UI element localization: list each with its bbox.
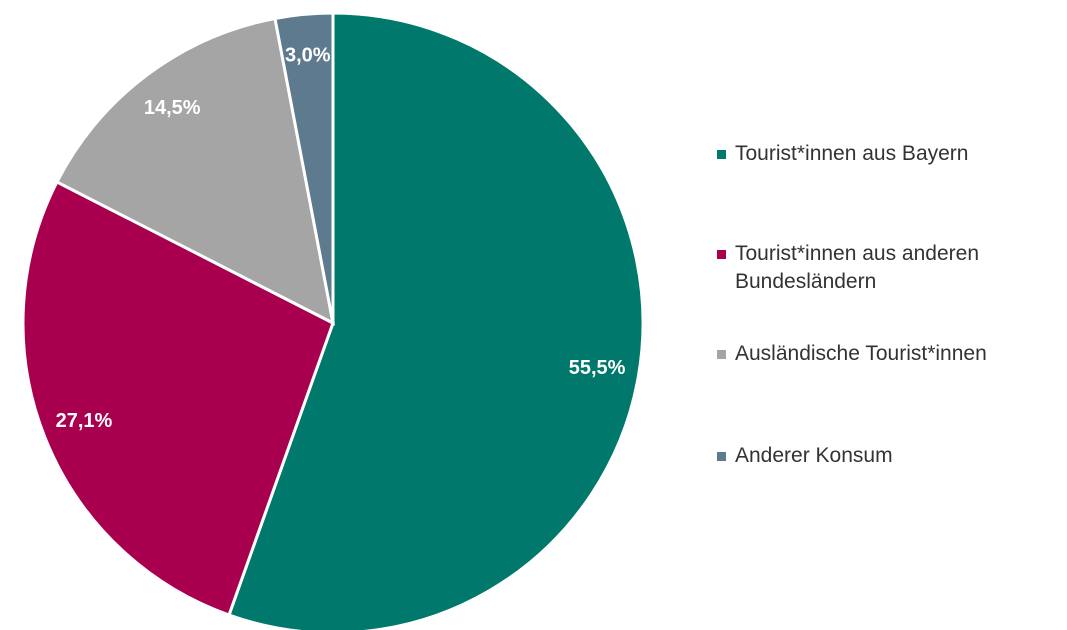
pie-slice <box>273 11 335 324</box>
data-label: 55,5% <box>569 357 626 379</box>
pie-slice <box>54 16 336 326</box>
pie-area: 55,5% 27,1% 14,5% 3,0% <box>21 11 645 630</box>
legend-swatch <box>717 452 726 461</box>
legend-swatch <box>717 150 726 159</box>
data-label: 3,0% <box>285 44 331 66</box>
legend-label: Tourist*innen aus Bayern <box>735 142 969 165</box>
data-label: 14,5% <box>144 97 201 119</box>
legend-item: Ausländische Tourist*innen <box>717 340 1062 368</box>
legend-label: Anderer Konsum <box>735 444 893 467</box>
legend-item: Tourist*innen aus Bayern <box>717 140 1062 168</box>
pie-slice <box>21 179 335 617</box>
legend-item: Anderer Konsum <box>717 442 1062 470</box>
legend-swatch <box>717 350 726 359</box>
data-label: 27,1% <box>56 410 113 432</box>
pie-slice <box>227 11 645 630</box>
legend-swatch <box>717 250 726 259</box>
legend-item: Tourist*innen aus anderen Bundesländern <box>717 240 1062 296</box>
legend-label: Ausländische Tourist*innen <box>735 342 987 365</box>
legend-label: Tourist*innen aus anderen Bundesländern <box>735 242 980 293</box>
